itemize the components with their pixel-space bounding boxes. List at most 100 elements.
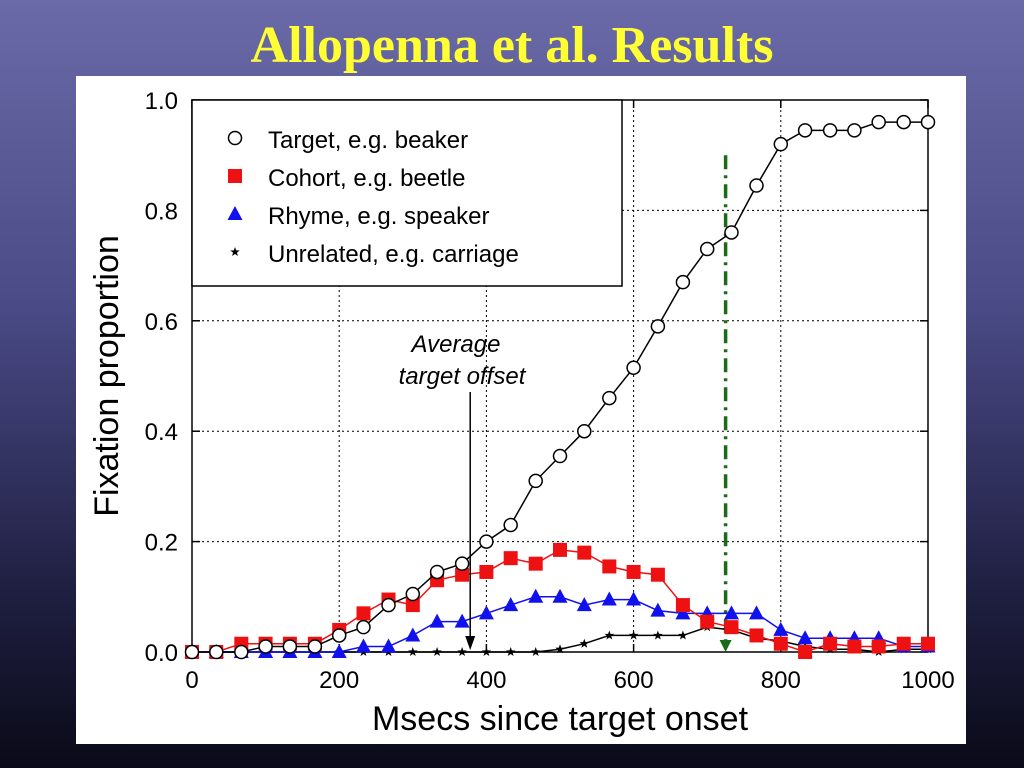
data-point [528, 588, 544, 603]
data-point [797, 123, 813, 138]
data-point [356, 606, 371, 621]
data-point [678, 630, 688, 640]
data-point [530, 647, 541, 657]
y-tick-label: 0.2 [145, 530, 178, 557]
data-point [528, 473, 543, 489]
data-point [478, 605, 494, 620]
x-tick-label: 200 [319, 667, 359, 694]
y-tick-label: 0.8 [145, 198, 178, 225]
data-point [797, 630, 813, 645]
annotation-line-2: target offset [399, 363, 527, 390]
data-point [479, 564, 494, 579]
data-point [921, 636, 935, 651]
data-point [355, 638, 371, 653]
annotation-layer: Average target offset [399, 331, 527, 650]
data-point [650, 567, 665, 582]
data-point [479, 534, 494, 549]
legend-marker-star [230, 247, 240, 257]
data-point [896, 114, 911, 130]
data-point [896, 636, 911, 651]
legend: Target, e.g. beaker Cohort, e.g. beetle Rh… [191, 99, 623, 287]
data-point [405, 586, 421, 602]
data-point [405, 598, 420, 613]
data-point [408, 647, 418, 657]
data-point [457, 647, 467, 657]
data-point [356, 619, 371, 635]
x-tick-label: 800 [761, 667, 801, 694]
data-point [602, 390, 617, 406]
data-point [577, 545, 592, 560]
data-point [429, 613, 445, 628]
data-point [552, 588, 568, 603]
data-point [871, 114, 886, 130]
x-tick-label: 600 [614, 667, 654, 694]
data-point [454, 556, 470, 571]
data-point [503, 597, 519, 612]
x-tick-label: 0 [185, 667, 198, 694]
data-point [749, 605, 765, 620]
data-point [184, 644, 200, 660]
legend-label: Cohort, e.g. beetle [268, 165, 465, 192]
data-point [405, 627, 421, 642]
data-point [503, 551, 518, 566]
annotation-arrowhead [465, 636, 476, 650]
y-axis-title: Fixation proportion [88, 235, 126, 517]
series-3 [187, 622, 933, 657]
data-point [675, 274, 691, 290]
y-tick-label: 0.0 [145, 640, 178, 667]
data-point [798, 645, 813, 659]
data-point [503, 517, 518, 533]
data-point [577, 423, 592, 439]
data-point [432, 647, 442, 657]
data-point [724, 225, 739, 240]
legend-box [191, 99, 623, 287]
data-point [626, 591, 642, 606]
data-point [822, 123, 838, 138]
data-point [773, 636, 788, 651]
data-point [576, 597, 592, 612]
data-point [626, 360, 641, 375]
data-point [505, 647, 516, 657]
data-point [920, 114, 936, 130]
data-point [847, 639, 862, 654]
data-point [773, 621, 789, 636]
data-point [454, 613, 470, 628]
axis-ticks: 0 200 400 600 800 1000 0.0 0.2 0.4 0.6 0.8 1.0 [145, 88, 955, 694]
data-point [724, 620, 739, 635]
data-point [700, 614, 715, 629]
data-point [847, 123, 862, 138]
reference-line-layer [719, 155, 732, 652]
data-point [723, 605, 739, 620]
data-point [675, 598, 690, 613]
data-point [553, 542, 567, 557]
legend-marker-triangle [227, 206, 243, 220]
data-point [602, 559, 617, 574]
reference-line-arrowhead [719, 640, 732, 652]
data-point [381, 597, 396, 613]
data-point [234, 644, 249, 660]
data-point [528, 556, 543, 571]
data-point [650, 602, 666, 617]
data-point [307, 639, 323, 654]
x-axis-title: Msecs since target onset [372, 700, 749, 738]
data-point [604, 630, 615, 640]
y-tick-label: 0.4 [145, 419, 178, 446]
legend-marker-circle [227, 130, 243, 146]
data-point [653, 630, 663, 640]
data-point [699, 241, 715, 257]
legend-label: Rhyme, e.g. speaker [268, 203, 489, 230]
data-point [626, 564, 641, 579]
y-tick-label: 0.6 [145, 309, 178, 336]
data-point [555, 644, 565, 654]
data-point [331, 644, 347, 658]
data-point [258, 639, 273, 654]
data-point [628, 630, 639, 640]
series-0 [184, 114, 936, 660]
annotation-line-1: Average [410, 331, 501, 358]
legend-marker-square [228, 169, 242, 183]
series-layer [184, 114, 936, 660]
x-tick-label: 400 [466, 667, 506, 694]
data-point [749, 628, 764, 643]
data-point [429, 564, 445, 580]
